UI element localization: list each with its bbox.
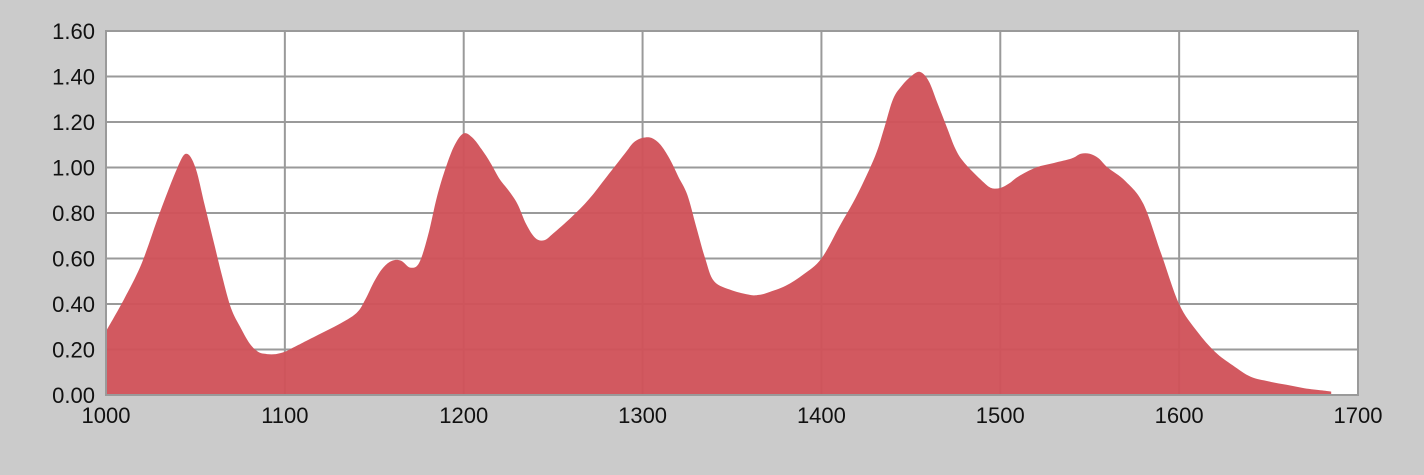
x-tick-label: 1400 — [797, 403, 846, 428]
x-axis-labels: 1000 1100 1200 1300 1400 1500 1600 1700 — [82, 403, 1383, 428]
x-tick-label: 1600 — [1155, 403, 1204, 428]
y-tick-label: 1.60 — [52, 19, 95, 44]
x-tick-label: 1700 — [1334, 403, 1383, 428]
y-tick-label: 0.20 — [52, 338, 95, 363]
x-tick-label: 1500 — [976, 403, 1025, 428]
y-tick-label: 0.60 — [52, 247, 95, 272]
x-tick-label: 1100 — [261, 403, 308, 428]
x-tick-label: 1300 — [618, 403, 667, 428]
y-tick-label: 0.40 — [52, 292, 95, 317]
y-tick-label: 1.40 — [52, 65, 95, 90]
plot-border — [105, 30, 1359, 396]
area-series — [106, 71, 1332, 395]
y-tick-label: 1.00 — [52, 156, 95, 181]
x-tick-label: 1200 — [439, 403, 488, 428]
y-tick-label: 0.00 — [52, 383, 95, 408]
y-tick-label: 0.80 — [52, 201, 95, 226]
x-tick-label: 1000 — [82, 403, 131, 428]
y-axis-labels: 0.00 0.20 0.40 0.60 0.80 1.00 1.20 1.40 1.60 — [52, 19, 95, 408]
y-tick-label: 1.20 — [52, 110, 95, 135]
